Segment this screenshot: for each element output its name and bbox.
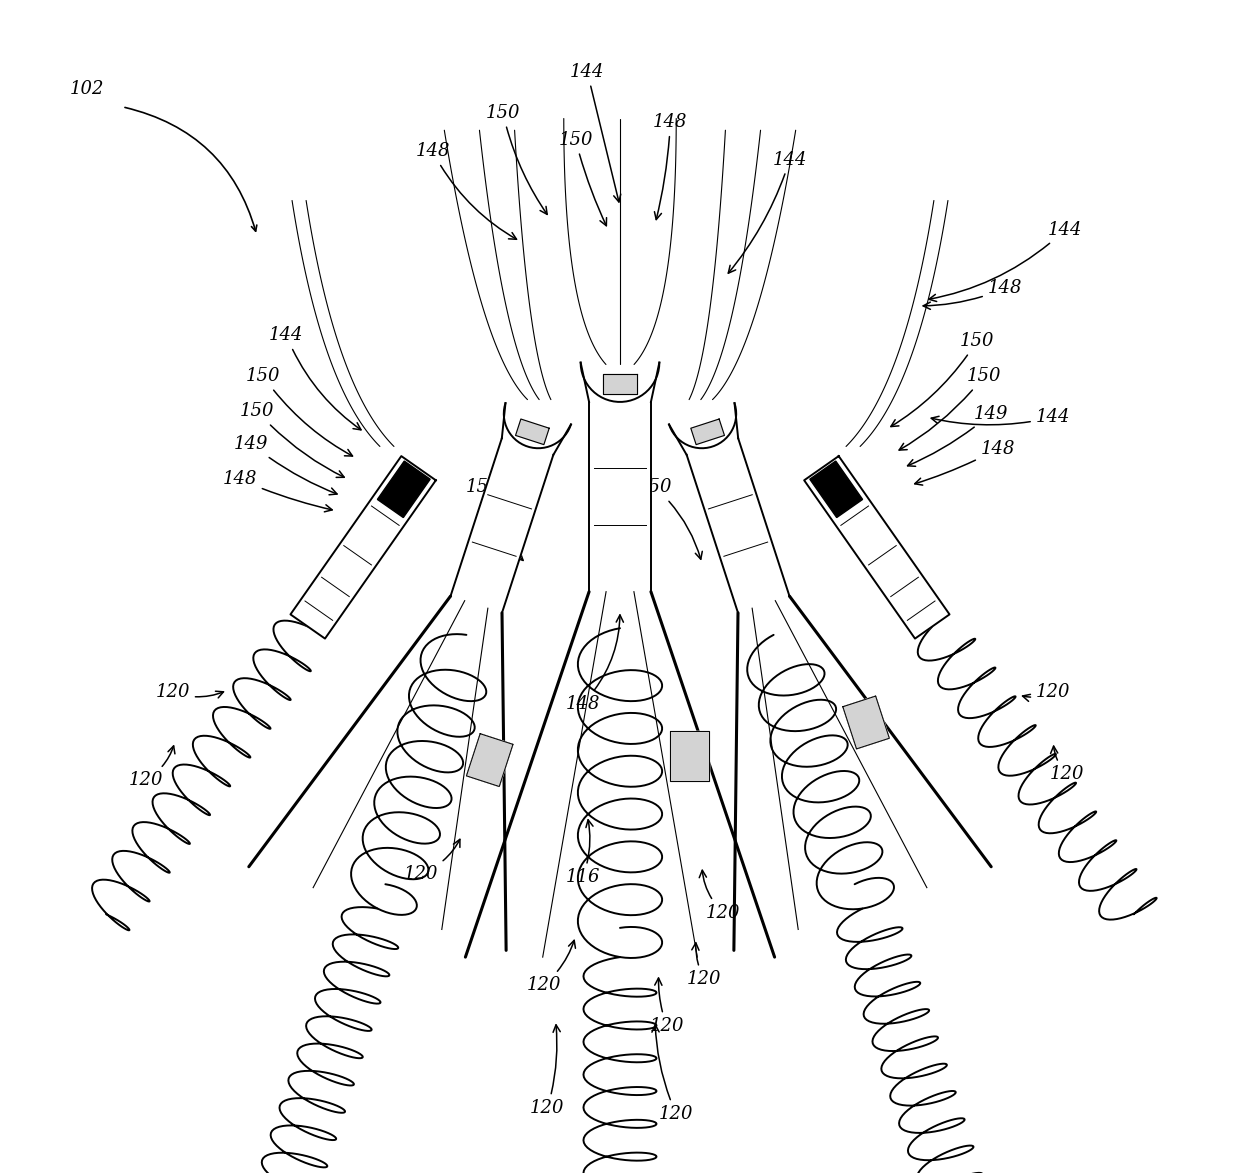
Text: 120: 120 (155, 683, 223, 701)
Text: 120: 120 (699, 870, 740, 922)
Text: 144: 144 (269, 326, 361, 430)
Text: 148: 148 (415, 142, 517, 239)
Text: 148: 148 (222, 471, 332, 512)
Text: 116: 116 (565, 819, 600, 886)
Text: 120: 120 (650, 978, 684, 1035)
Text: 144: 144 (931, 409, 1070, 426)
Polygon shape (516, 419, 549, 445)
Text: 149: 149 (234, 436, 337, 494)
Text: 120: 120 (1023, 683, 1070, 701)
Text: 120: 120 (687, 943, 722, 989)
Text: 120: 120 (129, 745, 175, 789)
Polygon shape (589, 402, 651, 592)
Polygon shape (450, 438, 553, 613)
Text: 148: 148 (565, 615, 624, 713)
Text: 150: 150 (890, 332, 994, 426)
Polygon shape (603, 375, 637, 394)
Text: 150: 150 (899, 367, 1001, 450)
Text: 149: 149 (908, 405, 1008, 466)
Polygon shape (805, 457, 950, 639)
Polygon shape (670, 731, 709, 782)
Text: 120: 120 (652, 1025, 693, 1124)
Polygon shape (843, 696, 889, 749)
Polygon shape (290, 457, 435, 639)
Text: 150: 150 (637, 479, 702, 559)
Polygon shape (466, 734, 513, 787)
Text: 120: 120 (531, 1025, 564, 1118)
Text: 148: 148 (653, 113, 688, 220)
Text: 148: 148 (923, 279, 1022, 310)
Text: 150: 150 (246, 367, 352, 456)
Text: 120: 120 (527, 940, 575, 994)
Text: 144: 144 (728, 150, 807, 274)
Text: 144: 144 (570, 62, 621, 202)
Text: 150: 150 (241, 403, 345, 478)
Polygon shape (810, 461, 863, 518)
Text: 148: 148 (915, 440, 1016, 485)
Text: 120: 120 (1050, 747, 1085, 783)
Text: 144: 144 (929, 221, 1083, 302)
Text: 150: 150 (486, 103, 547, 215)
Text: 102: 102 (69, 80, 104, 99)
Polygon shape (670, 731, 709, 782)
Text: 120: 120 (404, 839, 460, 883)
Polygon shape (466, 734, 513, 787)
Polygon shape (687, 438, 790, 613)
Polygon shape (377, 461, 430, 518)
Polygon shape (843, 696, 889, 749)
Text: 150: 150 (466, 479, 523, 560)
Text: 150: 150 (558, 130, 606, 225)
Polygon shape (691, 419, 724, 445)
